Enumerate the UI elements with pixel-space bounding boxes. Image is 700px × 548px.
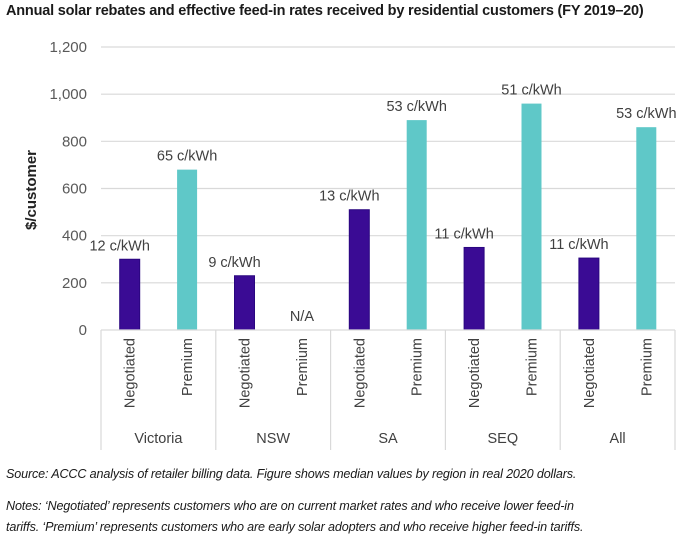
x-subcategory-label: Negotiated: [467, 338, 483, 408]
x-subcategory-label: Premium: [639, 338, 655, 396]
bar-premium: [406, 120, 427, 330]
bar-negotiated: [463, 246, 485, 331]
x-axis: Negotiated Premium Victoria Negotiated Premi…: [100, 329, 676, 450]
y-axis-label: $/customer: [23, 150, 40, 230]
data-label: 12 c/kWh: [89, 238, 149, 254]
bar-premium: [177, 169, 198, 330]
data-label: 13 c/kWh: [319, 189, 379, 205]
bar-premium: [636, 127, 657, 330]
y-tick-label: 800: [62, 133, 87, 150]
bar-premium: [521, 103, 542, 330]
data-label: 65 c/kWh: [157, 149, 217, 165]
y-tick-label: 1,000: [49, 86, 87, 103]
y-tick-label: 0: [79, 322, 87, 339]
data-label: 9 c/kWh: [208, 255, 260, 271]
x-subcategory-label: Negotiated: [582, 338, 598, 408]
data-label: 11 c/kWh: [549, 237, 608, 253]
y-tick-label: 200: [62, 275, 87, 292]
bar-negotiated: [234, 275, 255, 331]
bar-negotiated: [119, 258, 141, 331]
x-group-label: Victoria: [134, 431, 183, 447]
x-subcategory-label: Premium: [525, 338, 541, 396]
data-label: 53 c/kWh: [616, 106, 676, 122]
bar-chart: 0 200 400 600 800 1,000 1,200 $/customer 12 c/…: [23, 39, 677, 450]
chart-title: Annual solar rebates and effective feed-…: [6, 3, 644, 19]
data-labels: 12 c/kWh 65 c/kWh 9 c/kWh N/A 13 c/kWh 53 c/k…: [89, 83, 676, 325]
source-note: Source: ACCC analysis of retailer billin…: [6, 467, 577, 481]
y-tick-label: 600: [62, 181, 87, 198]
x-group-label: All: [610, 431, 626, 447]
x-group-label: NSW: [256, 431, 290, 447]
y-axis-ticks: 0 200 400 600 800 1,000 1,200: [49, 39, 87, 339]
data-label: 51 c/kWh: [501, 83, 561, 99]
bars: [119, 103, 657, 331]
x-subcategory-label: Negotiated: [123, 338, 139, 408]
data-label: N/A: [290, 309, 315, 325]
x-subcategory-label: Premium: [295, 338, 311, 396]
y-tick-label: 400: [62, 228, 87, 245]
x-subcategory-label: Premium: [410, 338, 426, 396]
x-subcategory-label: Negotiated: [352, 338, 368, 408]
bar-negotiated: [348, 209, 370, 331]
x-subcategory-label: Premium: [180, 338, 196, 396]
x-group-label: SEQ: [487, 431, 518, 447]
data-label: 53 c/kWh: [386, 99, 446, 115]
bar-negotiated: [578, 257, 600, 331]
x-subcategory-label: Negotiated: [238, 338, 254, 408]
x-group-label: SA: [378, 431, 398, 447]
y-tick-label: 1,200: [49, 39, 87, 56]
data-label: 11 c/kWh: [434, 226, 493, 242]
notes-line-2: tariffs. ‘Premium’ represents customers …: [6, 520, 584, 534]
notes-line-1: Notes: ‘Negotiated’ represents customers…: [6, 499, 574, 513]
